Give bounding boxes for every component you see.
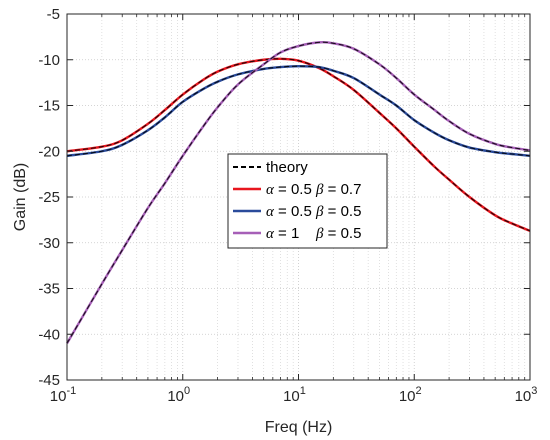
series-layer: [65, 40, 531, 345]
legend-theory-label: theory: [266, 159, 308, 176]
legend-blue-label: α = 0.5 β = 0.5: [266, 203, 361, 220]
y-tick-label: -20: [38, 143, 60, 160]
legend: theory α = 0.5 β = 0.7 α = 0.5 β = 0.5 α…: [227, 153, 388, 249]
y-tick-label: -30: [38, 235, 60, 252]
x-tick-label: 102: [399, 385, 422, 405]
legend-red-label: α = 0.5 β = 0.7: [266, 181, 361, 198]
tick-labels: 10-1 100 101 102 103 -45 -40 -35 -30 -25 -20 -15 -10…: [38, 6, 537, 405]
x-tick-label: 10-1: [50, 385, 76, 405]
y-tick-label: -35: [38, 281, 60, 298]
x-axis-label: Freq (Hz): [265, 419, 333, 436]
y-tick-label: -10: [38, 52, 60, 69]
y-tick-label: -40: [38, 326, 60, 343]
y-tick-label: -25: [38, 189, 60, 206]
x-tick-label: 100: [167, 385, 190, 405]
y-tick-label: -45: [38, 372, 60, 389]
x-tick-label: 103: [515, 385, 538, 405]
y-tick-label: -5: [47, 6, 60, 23]
theory-purple-line: [66, 41, 531, 344]
y-axis-label: Gain (dB): [12, 163, 29, 231]
ticks-layer: [66, 13, 531, 381]
y-tick-label: -15: [38, 98, 60, 115]
theory-red-line: [66, 58, 531, 232]
x-tick-label: 101: [283, 385, 306, 405]
legend-purple-label: α = 1 β = 0.5: [266, 225, 361, 242]
theory-blue-line: [66, 65, 531, 157]
